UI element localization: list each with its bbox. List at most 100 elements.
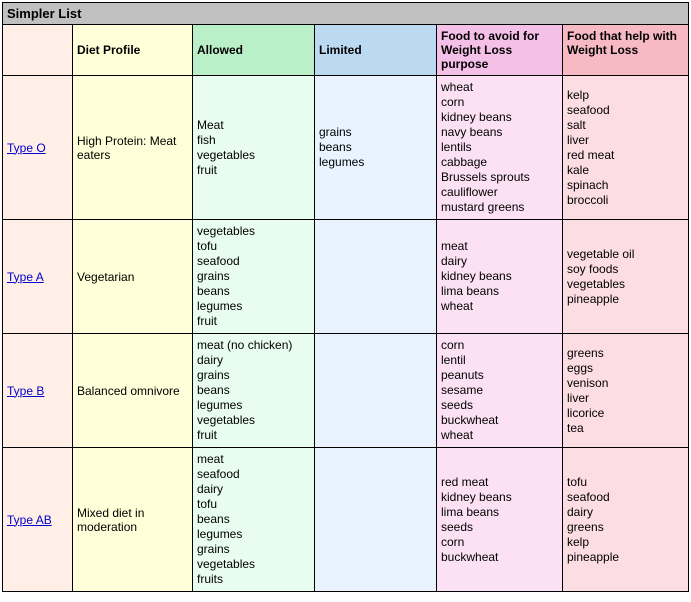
list-item: cabbage [441,155,558,170]
header-row: Diet Profile Allowed Limited Food to avo… [3,25,689,76]
list-item: dairy [197,353,310,368]
list-item: grains [197,542,310,557]
table-row: Type ABMixed diet in moderationmeatseafo… [3,448,689,592]
list-item: fruits [197,572,310,587]
table-row: Type OHigh Protein: Meat eatersMeatfishv… [3,76,689,220]
table-row: Type BBalanced omnivoremeat (no chicken)… [3,334,689,448]
type-link[interactable]: Type AB [7,513,52,527]
list-item: greens [567,346,684,361]
list-item: lima beans [441,505,558,520]
list-item: legumes [197,299,310,314]
list-item: lentils [441,140,558,155]
list-item: pineapple [567,292,684,307]
col-header-type [3,25,73,76]
profile-cell: Balanced omnivore [73,334,193,448]
list-item: liver [567,391,684,406]
list-item: peanuts [441,368,558,383]
list-item: lima beans [441,284,558,299]
allowed-cell: meatseafooddairytofubeanslegumesgrainsve… [193,448,315,592]
avoid-cell: cornlentilpeanutssesameseedsbuckwheatwhe… [437,334,563,448]
type-link[interactable]: Type B [7,384,44,398]
list-item: broccoli [567,193,684,208]
list-item: greens [567,520,684,535]
list-item: liver [567,133,684,148]
type-cell: Type B [3,334,73,448]
list-item: dairy [567,505,684,520]
list-item: fruit [197,163,310,178]
list-item: vegetables [197,224,310,239]
list-item: dairy [441,254,558,269]
list-item: legumes [197,527,310,542]
list-item: licorice [567,406,684,421]
list-item: meat [441,239,558,254]
list-item: red meat [441,475,558,490]
list-item: venison [567,376,684,391]
help-cell: vegetable oilsoy foodsvegetablespineappl… [563,220,689,334]
col-header-profile: Diet Profile [73,25,193,76]
list-item: wheat [441,80,558,95]
list-item: sesame [441,383,558,398]
list-item: kelp [567,88,684,103]
list-item: Brussels sprouts [441,170,558,185]
list-item: fruit [197,428,310,443]
profile-cell: Vegetarian [73,220,193,334]
list-item: tofu [197,239,310,254]
help-cell: greenseggsvenisonliverlicoricetea [563,334,689,448]
list-item: kale [567,163,684,178]
list-item: eggs [567,361,684,376]
list-item: kidney beans [441,490,558,505]
list-item: kidney beans [441,269,558,284]
list-item: fruit [197,314,310,329]
list-item: vegetables [197,557,310,572]
type-link[interactable]: Type A [7,270,44,284]
list-item: corn [441,535,558,550]
list-item: tofu [197,497,310,512]
list-item: grains [319,125,432,140]
list-item: mustard greens [441,200,558,215]
list-item: wheat [441,299,558,314]
type-cell: Type A [3,220,73,334]
limited-cell [315,448,437,592]
avoid-cell: wheatcornkidney beansnavy beanslentilsca… [437,76,563,220]
allowed-cell: meat (no chicken)dairygrainsbeanslegumes… [193,334,315,448]
list-item: lentil [441,353,558,368]
col-header-limited: Limited [315,25,437,76]
list-item: vegetables [197,148,310,163]
list-item: soy foods [567,262,684,277]
list-item: navy beans [441,125,558,140]
list-item: seafood [197,467,310,482]
col-header-help: Food that help with Weight Loss [563,25,689,76]
allowed-cell: Meatfishvegetablesfruit [193,76,315,220]
list-item: corn [441,95,558,110]
list-item: salt [567,118,684,133]
limited-cell: grainsbeanslegumes [315,76,437,220]
col-header-allowed: Allowed [193,25,315,76]
list-item: wheat [441,428,558,443]
allowed-cell: vegetablestofuseafoodgrainsbeanslegumesf… [193,220,315,334]
type-cell: Type O [3,76,73,220]
list-item: beans [197,284,310,299]
list-item: Meat [197,118,310,133]
limited-cell [315,334,437,448]
list-item: seafood [567,490,684,505]
list-item: pineapple [567,550,684,565]
list-item: kidney beans [441,110,558,125]
list-item: seafood [567,103,684,118]
list-item: beans [197,512,310,527]
list-item: buckwheat [441,413,558,428]
list-item: buckwheat [441,550,558,565]
type-link[interactable]: Type O [7,141,46,155]
table-title: Simpler List [3,3,689,25]
avoid-cell: meatdairykidney beanslima beanswheat [437,220,563,334]
list-item: meat (no chicken) [197,338,310,353]
list-item: fish [197,133,310,148]
help-cell: tofuseafooddairygreenskelppineapple [563,448,689,592]
list-item: tofu [567,475,684,490]
list-item: vegetables [567,277,684,292]
list-item: grains [197,368,310,383]
list-item: beans [319,140,432,155]
limited-cell [315,220,437,334]
list-item: seeds [441,520,558,535]
list-item: kelp [567,535,684,550]
list-item: seafood [197,254,310,269]
